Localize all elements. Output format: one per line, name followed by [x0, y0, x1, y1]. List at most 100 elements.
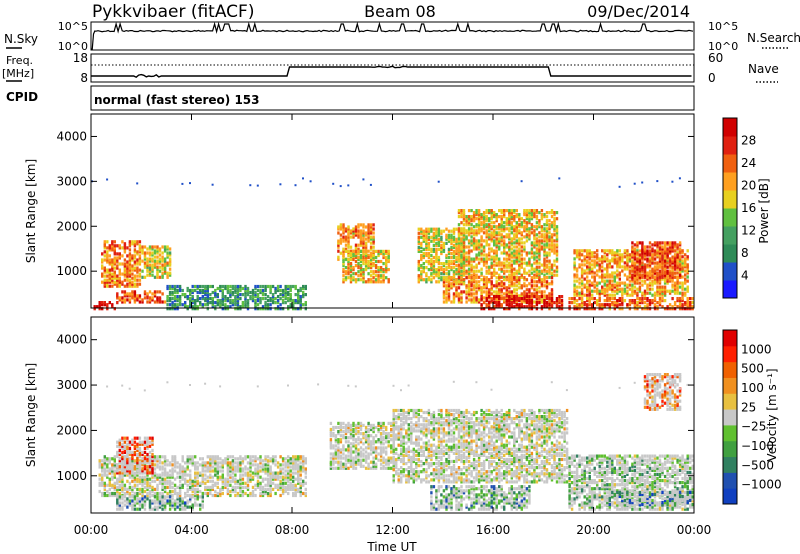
heatmap-cell — [573, 289, 576, 293]
heatmap-cell — [462, 235, 466, 239]
heatmap-cell — [668, 251, 672, 255]
heatmap-cell — [515, 233, 518, 237]
heatmap-cell — [146, 481, 149, 485]
heatmap-cell — [578, 285, 581, 289]
heatmap-cell — [118, 272, 121, 276]
heatmap-cell — [256, 467, 260, 471]
heatmap-cell — [470, 269, 473, 273]
heatmap-cell — [508, 237, 511, 241]
heatmap-cell — [256, 473, 260, 477]
heatmap-cell — [347, 251, 350, 255]
heatmap-cell — [505, 259, 508, 263]
heatmap-cell — [161, 487, 164, 491]
heatmap-cell — [136, 477, 139, 481]
heatmap-cell — [249, 469, 252, 473]
heatmap-cell — [550, 299, 554, 303]
heatmap-cell — [121, 254, 124, 258]
heatmap-cell — [656, 287, 659, 291]
heatmap-cell — [138, 250, 142, 254]
heatmap-cell — [606, 299, 609, 303]
heatmap-cell — [367, 253, 370, 257]
heatmap-cell — [372, 231, 375, 235]
heatmap-cell — [211, 493, 214, 498]
heatmap-cell — [369, 225, 373, 229]
heatmap-cell — [472, 231, 476, 235]
heatmap-cell — [520, 273, 523, 277]
heatmap-cell — [196, 290, 199, 295]
heatmap-cell — [538, 269, 541, 273]
heatmap-cell — [181, 467, 184, 471]
heatmap-cell — [533, 231, 536, 235]
heatmap-cell — [133, 266, 137, 270]
heatmap-cell — [555, 267, 559, 271]
heatmap-cell — [490, 284, 493, 288]
heatmap-cell — [608, 263, 611, 267]
heatmap-cell — [176, 491, 179, 496]
heatmap-cell — [641, 257, 644, 261]
heatmap-cell — [261, 290, 265, 295]
heatmap-cell — [470, 263, 473, 267]
heatmap-cell — [530, 247, 534, 251]
heatmap-cell — [163, 485, 167, 489]
heatmap-cell — [342, 237, 345, 241]
heatmap-cell — [513, 297, 516, 301]
heatmap-cell — [518, 243, 521, 247]
heatmap-cell — [106, 240, 109, 244]
heatmap-cell — [573, 257, 576, 261]
heatmap-cell — [548, 271, 551, 275]
heatmap-cell — [550, 221, 554, 225]
heatmap-cell — [510, 225, 513, 229]
heatmap-cell — [528, 261, 531, 265]
heatmap-cell — [656, 267, 659, 271]
heatmap-cell — [131, 296, 134, 300]
heatmap-cell — [224, 284, 227, 289]
heatmap-cell — [533, 225, 536, 229]
heatmap-cell — [523, 284, 526, 288]
heatmap-cell — [148, 259, 152, 263]
heatmap-cell — [606, 303, 609, 307]
heatmap-cell — [555, 301, 559, 305]
heatmap-cell — [503, 243, 506, 247]
heatmap-cell — [226, 483, 230, 487]
heatmap-cell — [113, 262, 116, 266]
heatmap-cell — [641, 307, 644, 311]
heatmap-cell — [540, 282, 544, 286]
heatmap-cell — [606, 283, 609, 287]
heatmap-cell — [266, 479, 270, 483]
heatmap-cell — [123, 248, 127, 252]
heatmap-cell — [578, 263, 581, 267]
heatmap-cell — [239, 467, 242, 471]
heatmap-cell — [387, 257, 390, 262]
heatmap-cell — [121, 489, 124, 494]
heatmap-cell — [513, 282, 516, 286]
heatmap-cell — [151, 273, 154, 277]
heatmap-cell — [123, 473, 127, 477]
heatmap-cell — [498, 227, 501, 231]
heatmap-cell — [535, 211, 539, 215]
heatmap-cell — [633, 307, 637, 311]
heatmap-cell — [349, 231, 353, 235]
heatmap-cell — [513, 249, 516, 253]
heatmap-cell — [543, 261, 546, 265]
heatmap-cell — [339, 251, 343, 255]
heatmap-cell — [264, 286, 267, 291]
heatmap-cell — [194, 483, 197, 487]
heatmap-cell — [550, 305, 554, 309]
heatmap-cell — [558, 295, 561, 299]
heatmap-cell — [234, 467, 237, 471]
heatmap-cell — [482, 290, 486, 294]
heatmap-cell — [528, 299, 531, 303]
heatmap-cell — [133, 240, 137, 244]
heatmap-cell — [460, 273, 463, 277]
heatmap-cell — [658, 241, 662, 245]
heatmap-cell — [596, 283, 599, 287]
heatmap-cell — [302, 286, 305, 291]
heatmap-cell — [498, 273, 501, 277]
heatmap-cell — [545, 282, 549, 286]
heatmap-cell — [141, 489, 144, 494]
heatmap-cell — [239, 457, 242, 461]
heatmap-cell — [216, 455, 219, 459]
heatmap-cell — [246, 305, 250, 309]
heatmap-cell — [653, 253, 657, 257]
heatmap-cell — [508, 276, 511, 280]
